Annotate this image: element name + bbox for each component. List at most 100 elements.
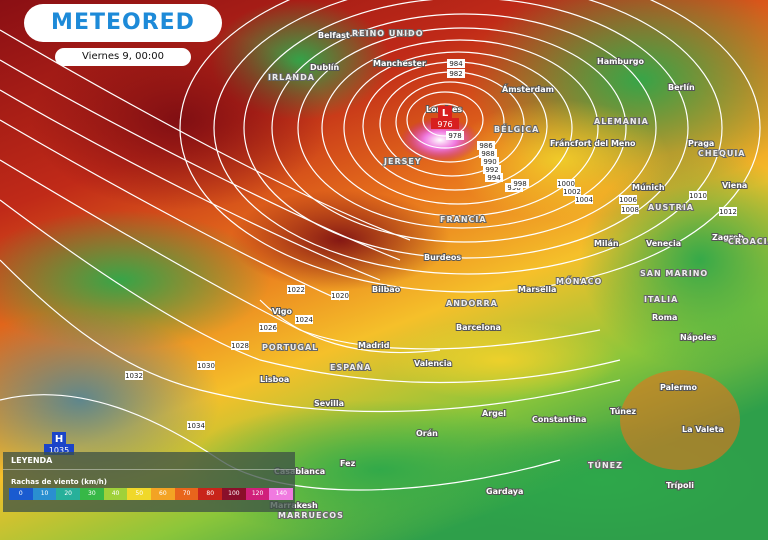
city-label: La Valeta <box>682 425 724 434</box>
isobar-label: 1004 <box>575 196 593 204</box>
legend: LEYENDA Rachas de viento (km/h) 0 10 20 30 4… <box>3 452 295 512</box>
city-label: Milán <box>594 239 619 248</box>
isobar-label-bg <box>259 323 277 332</box>
isobar-label-bg <box>563 187 581 196</box>
isobar-label: 986 <box>479 142 493 150</box>
isobar-label: 1024 <box>295 316 313 324</box>
city-label: Nápoles <box>680 333 716 342</box>
city-label: Berlín <box>668 83 695 92</box>
isobar-label: 990 <box>483 158 496 166</box>
city-label: Lisboa <box>260 375 289 384</box>
city-label: Fráncfort del Meno <box>550 139 636 148</box>
isobar-label: 1006 <box>619 196 637 204</box>
isobar-label: 1034 <box>187 422 205 430</box>
isobar-label-bg <box>447 59 465 68</box>
isobar-label-bg <box>197 361 215 370</box>
country-label: ITALIA <box>644 295 678 304</box>
city-label: Túnez <box>610 407 636 416</box>
city-label: Valencia <box>414 359 452 368</box>
isobar-label: 982 <box>449 70 462 78</box>
city-label: Belfast <box>318 31 350 40</box>
isobar-label: 1020 <box>331 292 349 300</box>
isobar-label: 1010 <box>689 192 707 200</box>
isobar-label-bg <box>689 191 707 200</box>
isobar-label-bg <box>483 165 501 174</box>
scale-step: 40 <box>103 488 128 500</box>
isobars <box>0 0 760 490</box>
pressure-centers: H 1035 L 976 <box>44 106 459 455</box>
city-label: Sevilla <box>314 399 344 408</box>
scale-step: 0 <box>9 488 33 500</box>
scale-step: 140 <box>269 488 294 500</box>
isobar-label-bg <box>295 315 313 324</box>
isobar-label-bg <box>125 371 143 380</box>
city-label: Burdeos <box>424 253 461 262</box>
country-label: IRLANDA <box>268 73 315 82</box>
isobar-label: 984 <box>449 60 463 68</box>
center-value: 976 <box>437 120 452 129</box>
city-label: Venecia <box>646 239 681 248</box>
isobar-label: 1026 <box>259 324 277 332</box>
center-type: H <box>55 434 63 445</box>
isobar-label: 1000 <box>557 180 575 188</box>
isobar-label-bg <box>187 421 205 430</box>
isobar-label-bg <box>557 179 575 188</box>
place-labels: REINO UNIDO IRLANDA Dublín Belfast Manch… <box>259 28 768 521</box>
logo[interactable]: METEORED <box>24 4 222 42</box>
city-label: Vigo <box>272 307 293 316</box>
city-label: Madrid <box>358 341 390 350</box>
isobar-labels: 9849829789869889909929949969981000100210… <box>125 59 737 430</box>
city-label: Trípoli <box>666 481 694 490</box>
isobar-label: 1032 <box>125 372 143 380</box>
country-label: TÚNEZ <box>588 459 623 470</box>
center-type: L <box>442 108 449 119</box>
country-label: REINO UNIDO <box>352 29 424 38</box>
scale-step: 100 <box>222 488 246 500</box>
legend-title: LEYENDA <box>3 452 295 470</box>
city-label: Constantina <box>532 415 586 424</box>
isobar-label: 992 <box>485 166 498 174</box>
scale-step: 60 <box>151 488 175 500</box>
country-label: CROACIA <box>728 237 768 246</box>
country-label: SAN MARINO <box>640 269 708 278</box>
isobar-label-bg <box>231 341 249 350</box>
country-label: MÓNACO <box>556 275 602 286</box>
city-label: Manchester <box>373 59 426 68</box>
isobar-label: 994 <box>487 174 501 182</box>
isobar-label-bg <box>619 195 637 204</box>
legend-subtitle: Rachas de viento (km/h) <box>11 478 107 486</box>
center-value: 1035 <box>49 446 69 455</box>
isobar-label-bg <box>447 69 465 78</box>
city-label: Casablanca <box>274 467 325 476</box>
city-label: Gardaya <box>486 487 523 496</box>
isobar-label-bg <box>446 131 464 140</box>
city-label: Viena <box>722 181 747 190</box>
city-label: Marsella <box>518 285 556 294</box>
isobar-label: 1030 <box>197 362 215 370</box>
country-label: PORTUGAL <box>262 343 318 352</box>
isobar-label-bg <box>481 157 499 166</box>
isobar-label-bg <box>621 205 639 214</box>
date-badge: Viernes 9, 00:00 <box>55 48 191 66</box>
isobar-label-bg <box>477 141 495 150</box>
city-label: Orán <box>416 429 438 438</box>
isobar-label-bg <box>511 179 529 188</box>
isobar-label-bg <box>719 207 737 216</box>
city-label: Barcelona <box>456 323 501 332</box>
isobar-label-bg <box>575 195 593 204</box>
isobar-label: 998 <box>513 180 526 188</box>
scale-step: 80 <box>198 488 223 500</box>
city-label: Ámsterdam <box>502 83 554 94</box>
city-label: Praga <box>688 139 714 148</box>
city-label: Hamburgo <box>597 57 645 66</box>
isobar-label: 988 <box>481 150 494 158</box>
country-label: ALEMANIA <box>594 117 649 126</box>
isobar-label: 1022 <box>287 286 305 294</box>
city-label: Bilbao <box>372 285 401 294</box>
scale-step: 20 <box>56 488 81 500</box>
isobar-label: 978 <box>448 132 461 140</box>
country-label: FRANCIA <box>440 215 487 224</box>
legend-scale: 0 10 20 30 40 50 60 70 80 100 120 140 <box>9 488 294 500</box>
